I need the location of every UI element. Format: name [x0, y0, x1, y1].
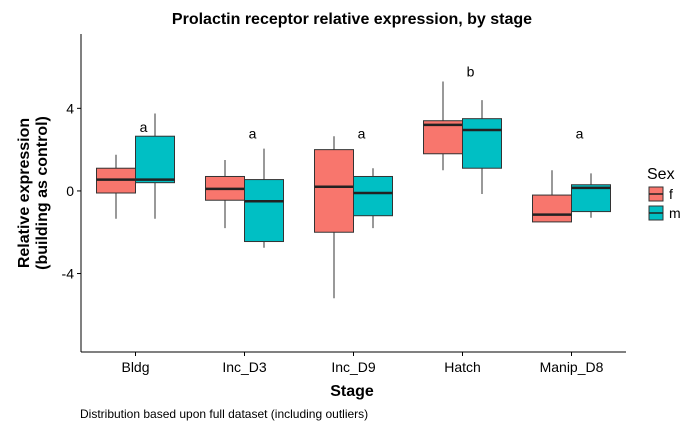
legend: Sex fm — [647, 166, 681, 221]
significance-letter: a — [140, 119, 148, 135]
legend-label-m: m — [669, 205, 681, 221]
y-axis-title-line-2: (building as control) — [34, 116, 51, 270]
box-iqr — [532, 194, 572, 223]
y-axis-title: Relative expression (building as control… — [16, 116, 51, 270]
box-f-Manip_D8 — [532, 170, 572, 223]
significance-letter: a — [358, 125, 366, 141]
box-iqr — [314, 149, 354, 233]
box-iqr — [571, 184, 611, 213]
significance-letter: a — [576, 125, 584, 141]
legend-title: Sex — [647, 166, 675, 183]
x-tick-label: Manip_D8 — [540, 359, 604, 375]
box-f-Hatch — [423, 81, 463, 171]
box-f-Inc_D9 — [314, 136, 354, 299]
box-iqr — [423, 120, 463, 155]
box-m-Inc_D9 — [353, 168, 393, 229]
box-m-Manip_D8 — [571, 173, 611, 218]
x-tick-label: Inc_D3 — [222, 359, 267, 375]
x-tick-label: Hatch — [444, 359, 481, 375]
chart-title: Prolactin receptor relative expression, … — [172, 11, 532, 28]
box-m-Hatch — [462, 100, 502, 195]
y-axis-title-line-1: Relative expression — [16, 118, 33, 268]
legend-items: fm — [648, 186, 681, 221]
box-iqr — [244, 179, 284, 243]
box-iqr — [462, 118, 502, 169]
y-tick-label: 4 — [66, 100, 74, 116]
y-tick-label: -4 — [62, 266, 75, 282]
significance-letter: a — [249, 125, 257, 141]
legend-label-f: f — [669, 186, 673, 202]
box-m-Inc_D3 — [244, 148, 284, 248]
box-iqr — [353, 175, 393, 217]
box-m-Bldg — [135, 113, 175, 219]
significance-letter: b — [467, 63, 475, 79]
y-tick-label: 0 — [66, 183, 74, 199]
box-f-Bldg — [96, 154, 136, 219]
chart-caption: Distribution based upon full dataset (in… — [80, 407, 369, 421]
box-iqr — [135, 135, 175, 184]
x-axis-title: Stage — [330, 383, 374, 400]
x-tick-label: Inc_D9 — [331, 359, 376, 375]
plot-area: -4 0 4 Bldg Inc_D3 Inc_D9 Hatch Manip_D8 a a a b a — [62, 34, 626, 375]
box-f-Inc_D3 — [205, 159, 245, 229]
x-tick-label: Bldg — [121, 359, 149, 375]
